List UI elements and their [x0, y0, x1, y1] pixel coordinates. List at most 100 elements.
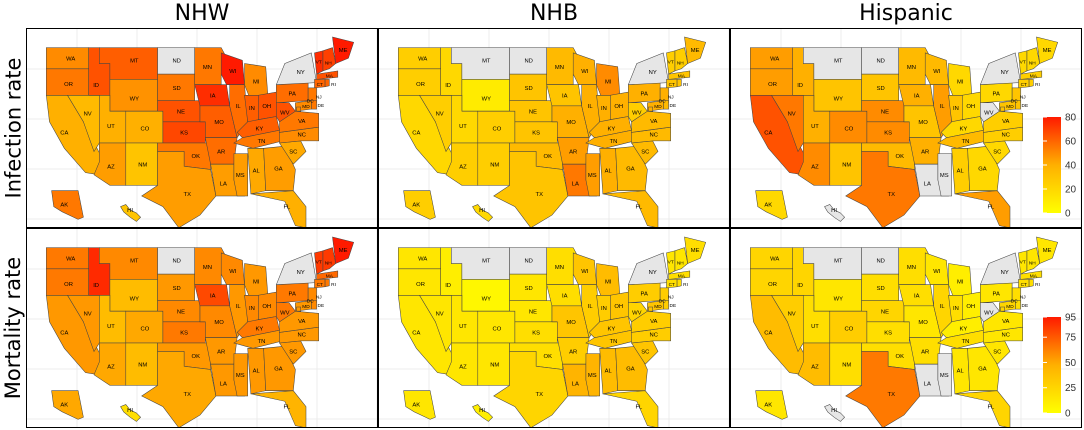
legend-tick-label-infection: 40 [1065, 161, 1077, 172]
state-label-mi: MI [605, 80, 612, 86]
state-label-ma: MA [1030, 73, 1038, 79]
state-label-al: AL [957, 369, 965, 375]
state-label-nj: NJ [316, 94, 322, 100]
state-label-sc: SC [641, 350, 649, 356]
state-tx [493, 151, 569, 227]
state-label-nm: NM [490, 362, 499, 368]
row-label-mortality: Mortality rate [0, 228, 26, 428]
state-label-nj: NJ [668, 294, 674, 300]
state-label-me: ME [691, 48, 700, 54]
state-label-ri: RI [331, 82, 336, 88]
state-label-dc: DC [1011, 299, 1018, 305]
state-fl [250, 190, 307, 227]
state-label-wa: WA [770, 256, 779, 262]
us-map-nhw-mortality: WA OR CA NV ID MT WY UT AZ CO NM ND SD NE KS OK TX MN IA MO… [27, 229, 377, 427]
state-label-wy: WY [482, 97, 492, 103]
state-ri [1028, 279, 1034, 288]
state-label-il: IL [940, 304, 946, 310]
row-label-mortality-text: Mortality rate [1, 256, 25, 400]
state-label-oh: OH [614, 104, 623, 110]
state-label-pa: PA [641, 291, 648, 297]
state-ms [233, 153, 248, 197]
state-label-co: CO [141, 326, 150, 332]
state-label-ia: IA [914, 293, 920, 299]
state-label-nh: NH [1029, 61, 1036, 67]
state-label-hi: HI [831, 208, 837, 214]
state-label-wi: WI [229, 269, 237, 275]
state-fl [250, 390, 307, 427]
state-hi [120, 204, 142, 222]
state-label-az: AZ [459, 364, 467, 370]
state-label-id: ID [445, 83, 451, 89]
state-label-wa: WA [770, 56, 779, 62]
legend-tick-label-mortality: 25 [1065, 383, 1077, 394]
state-hi [824, 204, 846, 222]
state-label-ok: OK [896, 354, 905, 360]
state-label-la: LA [924, 381, 931, 387]
state-label-vt: VT [668, 260, 674, 266]
state-label-nc: NC [298, 333, 306, 339]
state-ak [51, 390, 84, 420]
state-label-ri: RI [683, 282, 688, 288]
state-label-hi: HI [127, 208, 133, 214]
state-label-fl: FL [636, 205, 644, 211]
state-label-ut: UT [811, 324, 819, 330]
state-label-ca: CA [412, 331, 420, 337]
us-map-nhw-infection: WA OR CA NV ID MT WY UT AZ CO NM ND SD NE KS OK TX MN IA MO… [27, 29, 377, 227]
state-label-pa: PA [289, 91, 296, 97]
state-label-ks: KS [884, 131, 892, 137]
state-label-nc: NC [650, 333, 658, 339]
state-label-tn: TN [258, 339, 266, 345]
state-label-sd: SD [877, 86, 885, 92]
state-label-mo: MO [566, 320, 576, 326]
state-label-ia: IA [562, 93, 568, 99]
state-label-hi: HI [479, 208, 485, 214]
state-ri [324, 279, 330, 288]
state-label-la: LA [572, 381, 579, 387]
state-dc [648, 306, 653, 312]
state-label-va: VA [1002, 119, 1009, 125]
state-tx [141, 351, 217, 427]
state-label-ok: OK [896, 154, 905, 160]
row-label-infection: Infection rate [0, 28, 26, 228]
state-label-nh: NH [677, 61, 684, 67]
state-label-oh: OH [966, 104, 975, 110]
state-label-ky: KY [255, 326, 263, 332]
state-label-ak: AK [764, 403, 772, 409]
state-label-ma: MA [1030, 273, 1038, 279]
state-me [332, 236, 355, 264]
state-label-mo: MO [918, 120, 928, 126]
state-label-ar: AR [569, 350, 577, 356]
state-label-mi: MI [253, 80, 260, 86]
state-label-in: IN [953, 306, 959, 312]
map-panel-nhb-infection: WA OR CA NV ID MT WY UT AZ CO NM ND SD NE KS OK TX MN IA MO… [378, 28, 730, 228]
state-label-ar: AR [217, 150, 225, 156]
state-label-md: MD [654, 104, 662, 110]
state-label-ga: GA [274, 367, 283, 373]
state-ak [755, 190, 788, 220]
state-label-ks: KS [180, 331, 188, 337]
us-map-nhb-infection: WA OR CA NV ID MT WY UT AZ CO NM ND SD NE KS OK TX MN IA MO… [379, 29, 729, 227]
state-label-or: OR [768, 82, 777, 88]
state-label-dc: DC [1011, 99, 1018, 105]
state-label-de: DE [670, 303, 677, 309]
state-wv [276, 102, 296, 123]
state-label-ca: CA [60, 331, 68, 337]
state-ma [1020, 70, 1043, 80]
state-ms [585, 353, 600, 397]
state-label-ok: OK [192, 154, 201, 160]
state-label-sc: SC [289, 150, 297, 156]
state-label-ok: OK [192, 354, 201, 360]
state-tx [845, 151, 921, 227]
legend-tick-label-infection: 0 [1065, 209, 1071, 220]
state-ga [263, 145, 296, 191]
state-label-mn: MN [203, 265, 212, 271]
state-label-al: AL [253, 169, 261, 175]
state-label-ak: AK [412, 403, 420, 409]
us-map-nhb-mortality: WA OR CA NV ID MT WY UT AZ CO NM ND SD NE KS OK TX MN IA MO… [379, 229, 729, 427]
state-wy [461, 79, 510, 112]
state-label-wi: WI [581, 69, 589, 75]
state-label-ok: OK [544, 154, 553, 160]
state-label-nh: NH [1029, 261, 1036, 267]
state-label-id: ID [93, 83, 99, 89]
